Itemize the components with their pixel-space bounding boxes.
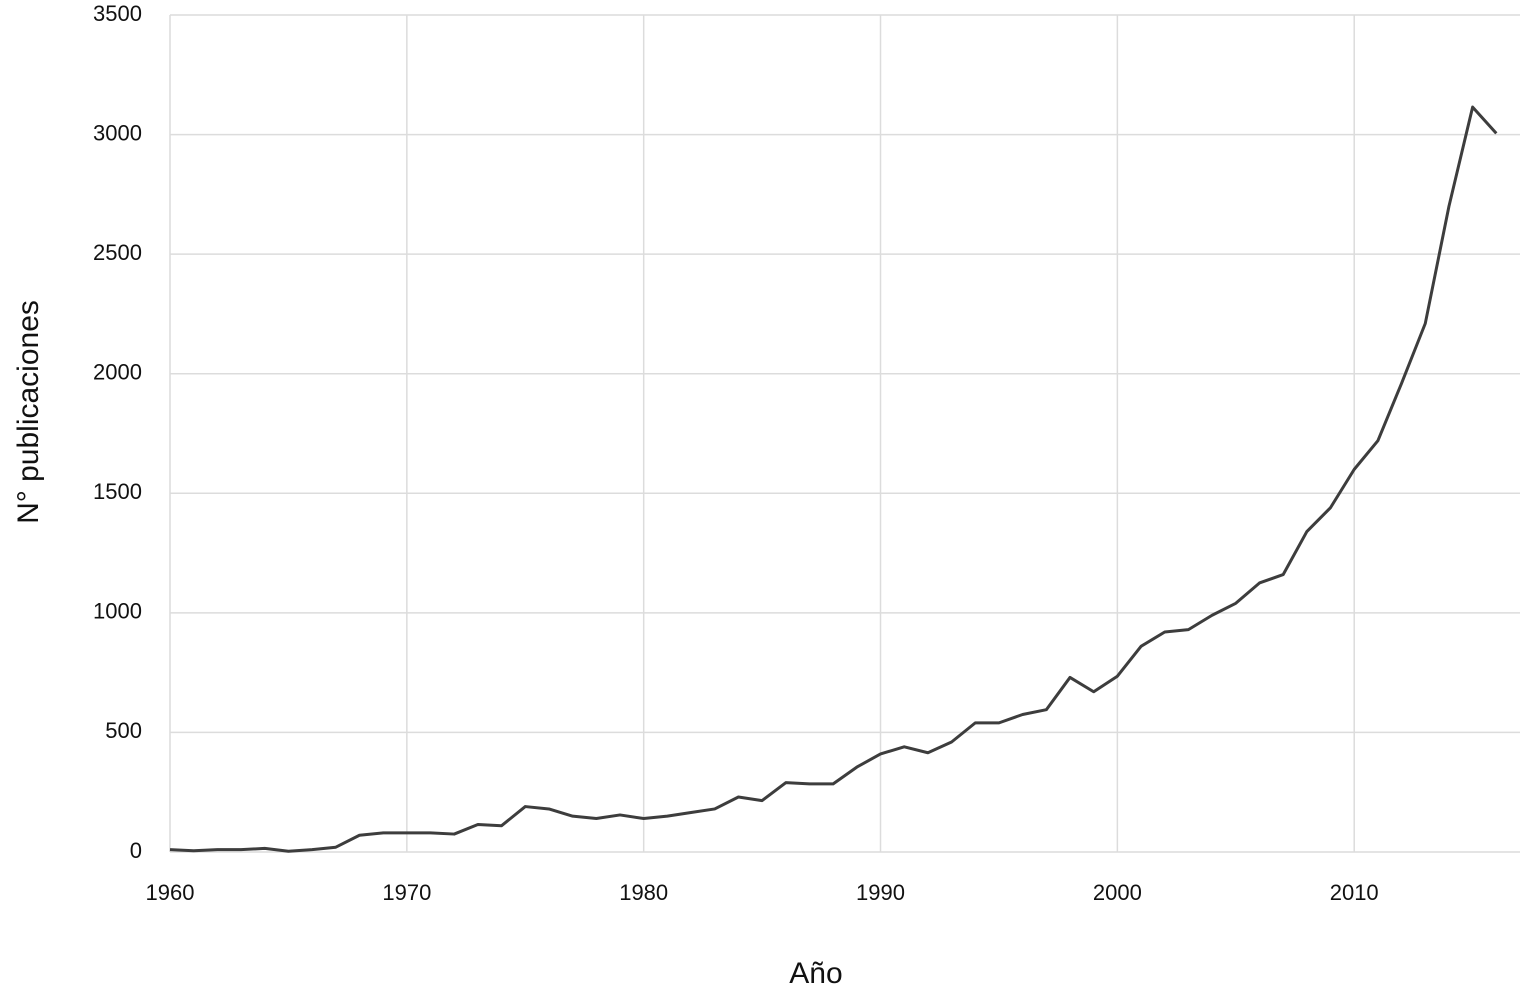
- y-tick-label: 0: [130, 838, 142, 863]
- x-tick-label: 1980: [619, 880, 668, 905]
- x-tick-label: 1960: [146, 880, 195, 905]
- y-tick-label: 3000: [93, 120, 142, 145]
- x-tick-label: 1970: [382, 880, 431, 905]
- y-tick-label: 1500: [93, 479, 142, 504]
- x-axis-label: Año: [789, 957, 842, 990]
- y-tick-label: 2500: [93, 240, 142, 265]
- data-line: [169, 105, 1498, 853]
- y-tick-label: 500: [105, 718, 142, 743]
- y-tick-label: 3500: [93, 1, 142, 26]
- x-tick-label: 1990: [856, 880, 905, 905]
- y-tick-label: 1000: [93, 599, 142, 624]
- y-axis-label: N° publicaciones: [12, 300, 45, 524]
- x-tick-label: 2010: [1330, 880, 1379, 905]
- x-tick-label: 2000: [1093, 880, 1142, 905]
- y-tick-label: 2000: [93, 360, 142, 385]
